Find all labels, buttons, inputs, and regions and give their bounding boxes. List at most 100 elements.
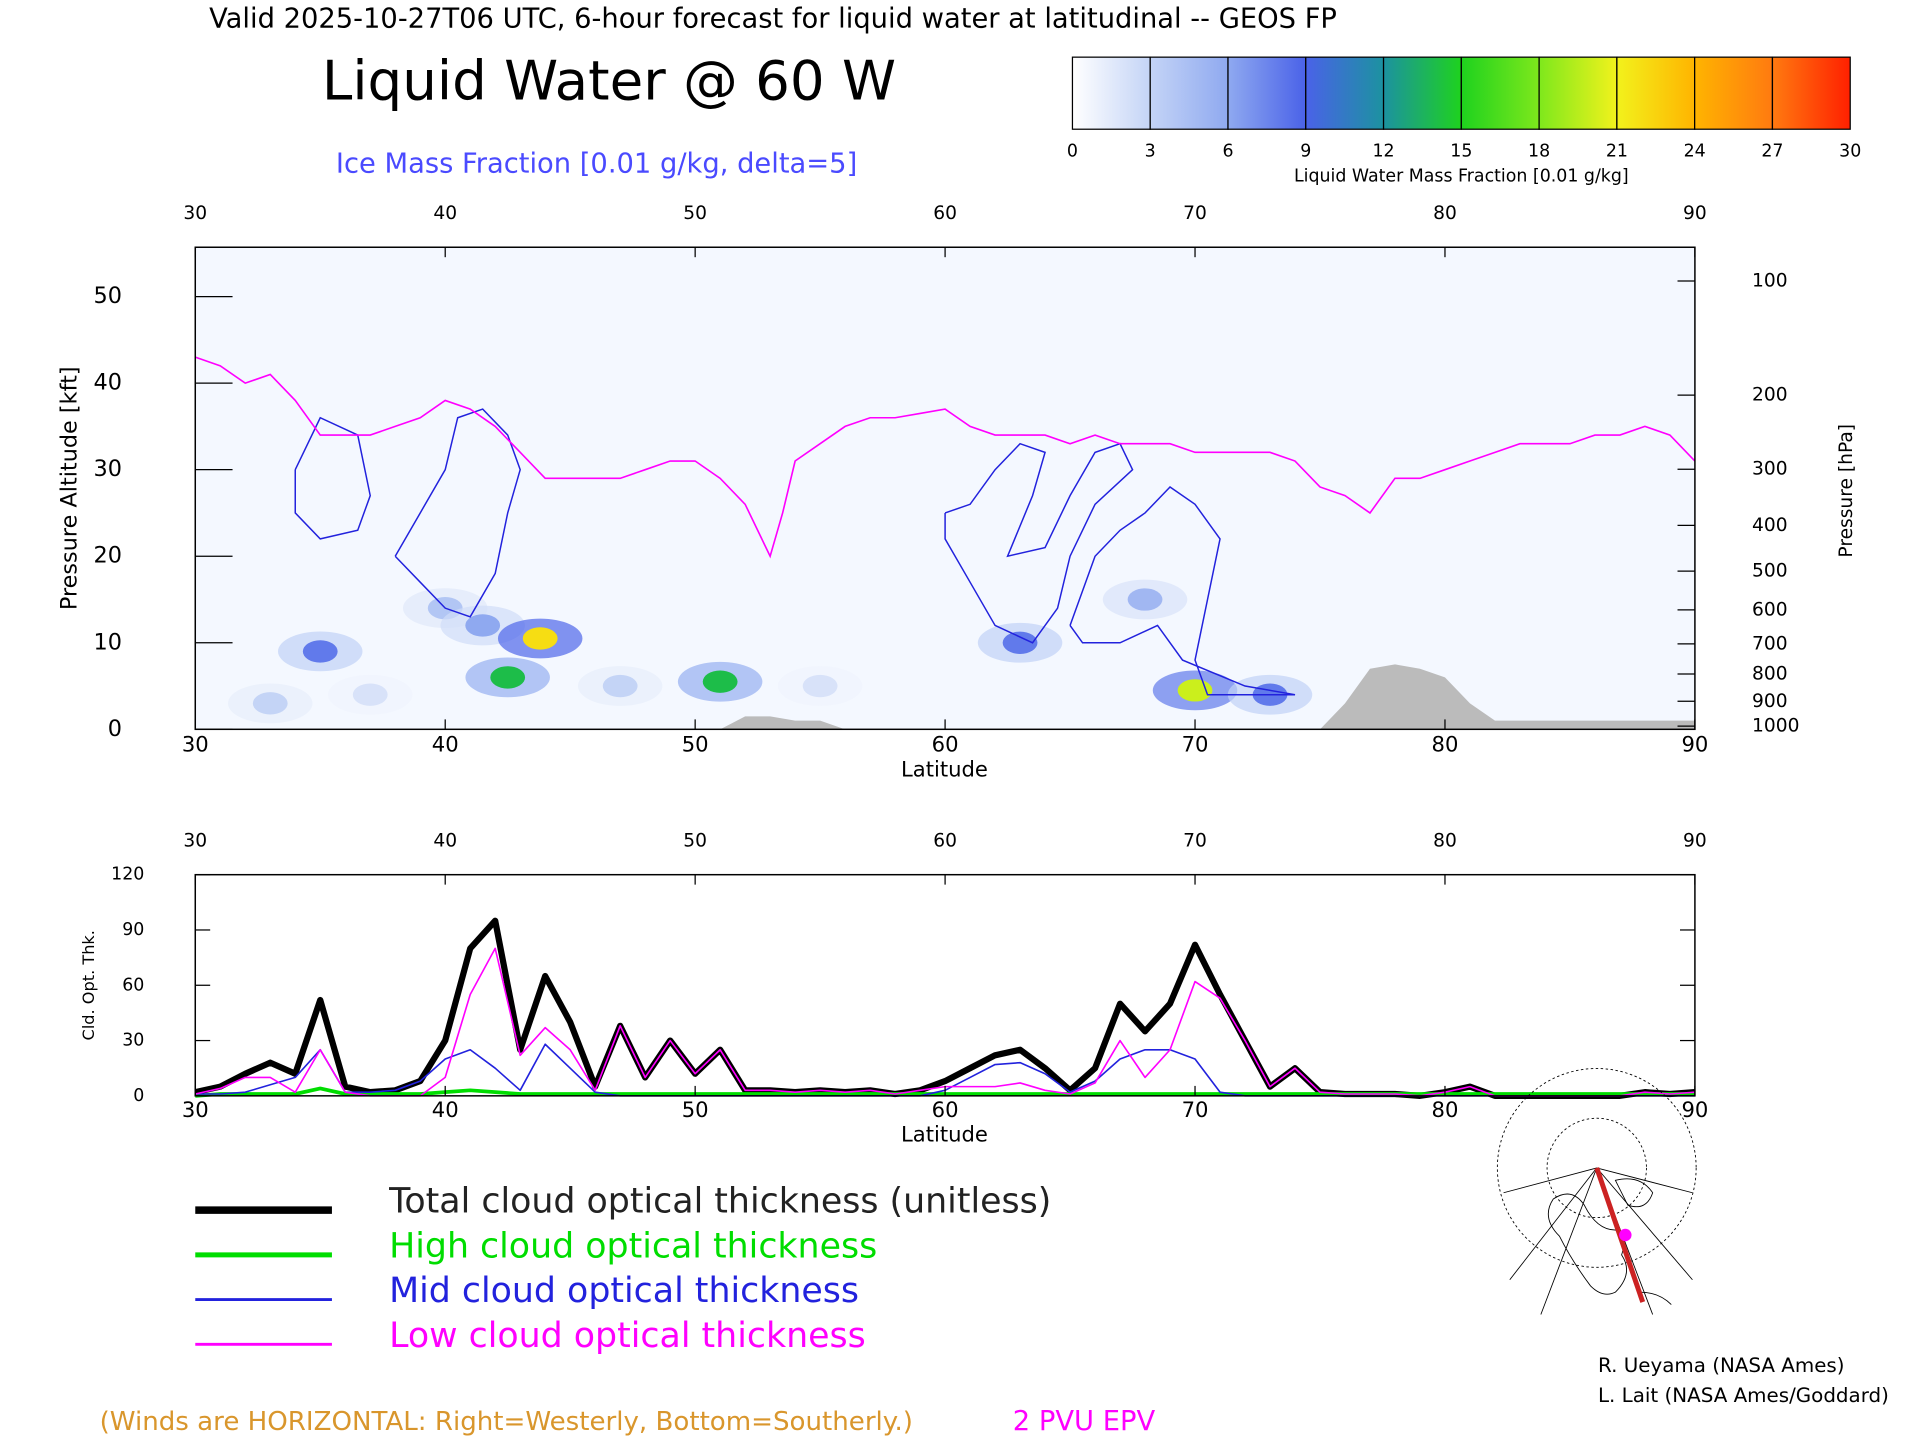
y-axis-label: Pressure Altitude [kft] [56, 366, 82, 610]
title: Liquid Water @ 60 W [322, 49, 896, 113]
colorbar-label: Liquid Water Mass Fraction [0.01 g/kg] [1294, 166, 1629, 186]
y2-tick-label: 300 [1752, 459, 1788, 480]
y2-tick-label: 900 [1752, 691, 1788, 712]
colorbar-segment [1149, 56, 1229, 130]
subtitle: Ice Mass Fraction [0.01 g/kg, delta=5] [336, 149, 857, 180]
ice-contour [1069, 486, 1296, 696]
x-tick-label: 80 [1432, 731, 1459, 756]
colorbar-segment [1460, 56, 1540, 130]
liquid-water [252, 692, 288, 715]
colorbar-segment [1538, 56, 1618, 130]
liquid-water [465, 614, 501, 637]
x-tick-label: 40 [432, 731, 459, 756]
y2-axis-label: Pressure [hPa] [1836, 424, 1857, 558]
colorbar-tick-label: 24 [1684, 142, 1706, 162]
terrain [195, 664, 1695, 730]
x-tick-label: 90 [1681, 731, 1708, 756]
liquid-water [522, 627, 558, 650]
y-tick-label: 30 [94, 456, 122, 482]
y-tick-label: 0 [133, 1086, 144, 1106]
liquid-water [1002, 631, 1038, 654]
x-tick-label: 50 [683, 203, 707, 224]
x-tick-label: 90 [1683, 203, 1707, 224]
liquid-water [1177, 679, 1213, 702]
x-tick-label: 30 [183, 831, 207, 852]
colorbar-tick-label: 3 [1145, 142, 1156, 162]
x-tick-label: 60 [933, 831, 957, 852]
x-tick-label: 70 [1182, 1097, 1209, 1122]
x-tick-label: 50 [682, 1097, 709, 1122]
y-tick-label: 30 [122, 1031, 144, 1051]
colorbar-segment [1071, 56, 1151, 130]
x-tick-label: 50 [683, 831, 707, 852]
y-tick-label: 60 [122, 975, 144, 995]
y-tick-label: 10 [94, 629, 122, 655]
colorbar-segment [1227, 56, 1307, 130]
locator-map [1496, 1068, 1697, 1315]
x-tick-label: 50 [682, 731, 709, 756]
x-tick-label: 60 [933, 203, 957, 224]
colorbar-tick-label: 27 [1761, 142, 1783, 162]
x-tick-label: 30 [182, 1097, 209, 1122]
colorbar-tick-label: 21 [1606, 142, 1628, 162]
ice-contour [394, 408, 521, 618]
x-axis-label: Latitude [901, 1122, 988, 1147]
colorbar-segment [1694, 56, 1774, 130]
liquid-water [302, 640, 338, 663]
colorbar-tick-label: 0 [1067, 142, 1078, 162]
x-tick-label: 90 [1681, 1097, 1708, 1122]
y-tick-label: 90 [122, 920, 144, 940]
x-axis-label: Latitude [901, 756, 988, 781]
epv-legend: 2 PVU EPV [1013, 1406, 1156, 1437]
liquid-water [702, 670, 738, 693]
x-tick-label: 80 [1433, 203, 1457, 224]
y2-tick-label: 500 [1752, 561, 1788, 582]
legend-label: Mid cloud optical thickness [389, 1271, 859, 1311]
legend-label: High cloud optical thickness [389, 1226, 877, 1266]
x-tick-label: 40 [432, 1097, 459, 1122]
y2-tick-label: 100 [1752, 270, 1788, 291]
credit: R. Ueyama (NASA Ames) [1598, 1354, 1845, 1377]
legend-label: Total cloud optical thickness (unitless) [388, 1182, 1051, 1222]
liquid-water [602, 674, 638, 698]
x-tick-label: 70 [1183, 831, 1207, 852]
colorbar-segment [1616, 56, 1696, 130]
ice-contour [294, 416, 372, 540]
cross-section-marks [195, 356, 1696, 730]
x-tick-label: 40 [433, 203, 457, 224]
y-tick-label: 40 [94, 370, 122, 396]
colorbar-tick-label: 15 [1450, 142, 1472, 162]
suptitle: Valid 2025-10-27T06 UTC, 6-hour forecast… [209, 3, 1337, 34]
epv-line [195, 356, 1696, 559]
liquid-water [352, 683, 388, 706]
colorbar-segment [1771, 56, 1851, 130]
colorbar-tick-label: 12 [1372, 142, 1394, 162]
y2-tick-label: 800 [1752, 663, 1788, 684]
x-tick-label: 30 [182, 731, 209, 756]
y2-tick-label: 200 [1752, 385, 1788, 406]
colorbar-segment [1382, 56, 1462, 130]
x-tick-label: 60 [932, 1097, 959, 1122]
x-tick-label: 30 [183, 203, 207, 224]
legend-label: Low cloud optical thickness [389, 1316, 866, 1356]
y-tick-label: 50 [94, 283, 122, 309]
liquid-water [490, 666, 526, 689]
y2-tick-label: 600 [1752, 599, 1788, 620]
x-tick-label: 80 [1433, 831, 1457, 852]
wind-note: (Winds are HORIZONTAL: Right=Westerly, B… [100, 1407, 913, 1437]
liquid-water [802, 674, 838, 698]
y2-tick-label: 700 [1752, 633, 1788, 654]
y-tick-label: 20 [94, 543, 122, 569]
colorbar-tick-label: 9 [1300, 142, 1311, 162]
x-tick-label: 60 [932, 731, 959, 756]
x-tick-label: 40 [433, 831, 457, 852]
x-tick-label: 70 [1182, 731, 1209, 756]
y-tick-label: 0 [108, 716, 122, 742]
plot-area [195, 247, 1695, 730]
colorbar-tick-label: 30 [1839, 142, 1861, 162]
x-tick-label: 80 [1432, 1097, 1459, 1122]
liquid-water [1127, 588, 1163, 611]
x-tick-label: 70 [1183, 203, 1207, 224]
